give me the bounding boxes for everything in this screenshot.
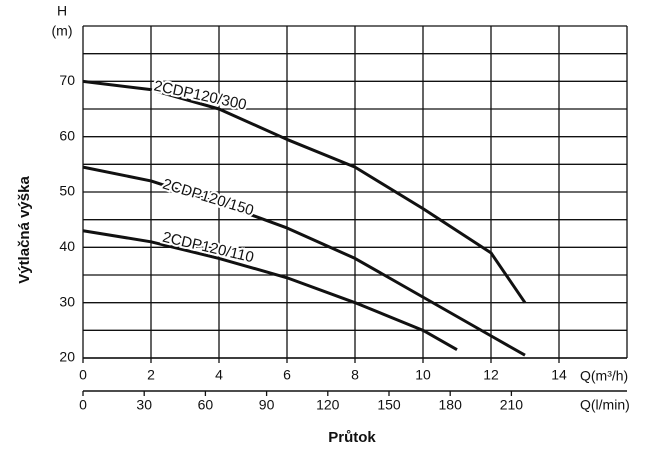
curve-label: 2CDP120/150 [161, 176, 256, 220]
x2-tick-label: 150 [377, 397, 401, 413]
x-tick-label: 14 [551, 367, 567, 383]
x-tick-label: 6 [283, 367, 291, 383]
x-tick-label: 10 [415, 367, 431, 383]
y-unit-symbol: H [57, 3, 67, 19]
x-tick-label: 8 [351, 367, 359, 383]
x2-tick-label: 180 [439, 397, 463, 413]
x2-tick-label: 120 [316, 397, 340, 413]
x-tick-label: 0 [79, 367, 87, 383]
y-tick-label: 60 [59, 127, 75, 143]
x2-tick-label: 210 [500, 397, 524, 413]
y-axis-title: Výtlačná výška [16, 176, 33, 284]
x-axis-unit: Q(m³/h) [580, 368, 628, 384]
x-tick-label: 12 [483, 367, 499, 383]
pump-curve [82, 79, 527, 304]
y-tick-label: 70 [59, 72, 75, 88]
y-tick-label: 50 [59, 183, 75, 199]
y-tick-label: 40 [59, 238, 75, 254]
x-tick-label: 4 [215, 367, 223, 383]
x2-tick-label: 30 [136, 397, 152, 413]
y-tick-label: 30 [59, 293, 75, 309]
x2-axis-unit: Q(l/min) [580, 397, 630, 413]
y-unit: (m) [52, 23, 73, 39]
pump-curve [82, 229, 458, 352]
curve-label: 2CDP120/300 [152, 77, 248, 113]
x2-tick-label: 60 [198, 397, 214, 413]
pump-curve [82, 165, 526, 357]
x-tick-label: 2 [147, 367, 155, 383]
x2-tick-label: 0 [79, 397, 87, 413]
curve-label: 2CDP120/110 [161, 229, 256, 267]
x-axis-title: Průtok [328, 429, 376, 446]
y-tick-label: 20 [59, 349, 75, 365]
x2-tick-label: 90 [259, 397, 275, 413]
